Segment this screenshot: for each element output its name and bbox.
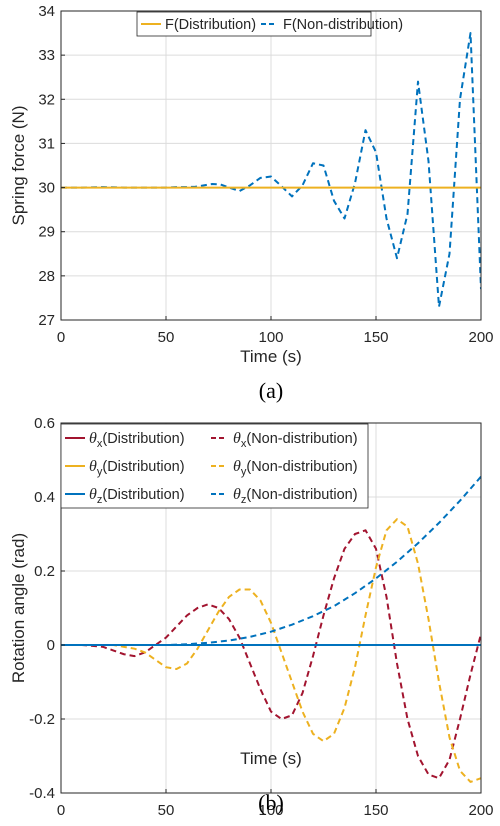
y-tick-label: 0 (47, 637, 55, 654)
chart-rotation-angle: 0 50 100 150 200-0.4-0.200.20.40.6 Time (s) … (9, 415, 494, 819)
y-tick-label: 0.6 (34, 415, 55, 432)
x-tick-label: 0 (57, 329, 65, 346)
legend-label: θy(Non-distribution) (233, 458, 358, 478)
x-axis-label: Time (s) (240, 347, 302, 366)
y-tick-label: 27 (38, 312, 55, 329)
legend: θx(Distribution) θx(Non-distribution) θy(D… (60, 423, 369, 509)
x-tick-label: 0 (57, 802, 65, 819)
legend: F(Distribution) F(Non-distribution) (136, 11, 403, 37)
y-tick-label: -0.4 (29, 785, 55, 802)
y-tick-label: 0.2 (34, 563, 55, 580)
y-tick-label: 31 (38, 135, 55, 152)
y-tick-label: 33 (38, 47, 55, 64)
x-tick-label: 50 (158, 802, 175, 819)
y-tick-label: 34 (38, 3, 55, 20)
x-axis-label: Time (s) (240, 749, 302, 768)
series-line-5 (61, 475, 481, 646)
legend-label: θz(Non-distribution) (233, 486, 358, 506)
legend-box (136, 11, 372, 37)
y-tick-label: 30 (38, 180, 55, 197)
y-tick-label: 0.4 (34, 489, 55, 506)
series-line-1 (61, 529, 481, 780)
chart-caption: (b) (258, 790, 284, 815)
legend-label: F(Distribution) (165, 17, 256, 33)
y-tick-label: 28 (38, 268, 55, 285)
y-axis-label: Spring force (N) (9, 106, 28, 226)
x-tick-label: 50 (158, 329, 175, 346)
legend-label: θy(Distribution) (89, 458, 185, 478)
x-tick-label: 200 (468, 802, 493, 819)
chart-caption: (a) (259, 378, 283, 403)
x-tick-label: 150 (363, 802, 388, 819)
legend-label: θx(Non-distribution) (233, 430, 358, 450)
x-tick-label: 100 (258, 802, 283, 819)
legend-label: θx(Distribution) (89, 430, 185, 450)
y-tick-label: -0.2 (29, 711, 55, 728)
chart-spring-force: 0 50 100 150 200 27 28 29 30 31 32 33 34 Time (s) Sp… (9, 3, 494, 403)
x-tick-label: 150 (363, 329, 388, 346)
y-axis-label: Rotation angle (rad) (9, 533, 28, 683)
x-tick-label: 100 (258, 329, 283, 346)
legend-label: F(Non-distribution) (283, 17, 403, 33)
x-tick-label: 200 (468, 329, 493, 346)
y-tick-label: 32 (38, 91, 55, 108)
y-tick-label: 29 (38, 224, 55, 241)
series-line-3 (61, 518, 481, 783)
legend-label: θz(Distribution) (89, 486, 185, 506)
